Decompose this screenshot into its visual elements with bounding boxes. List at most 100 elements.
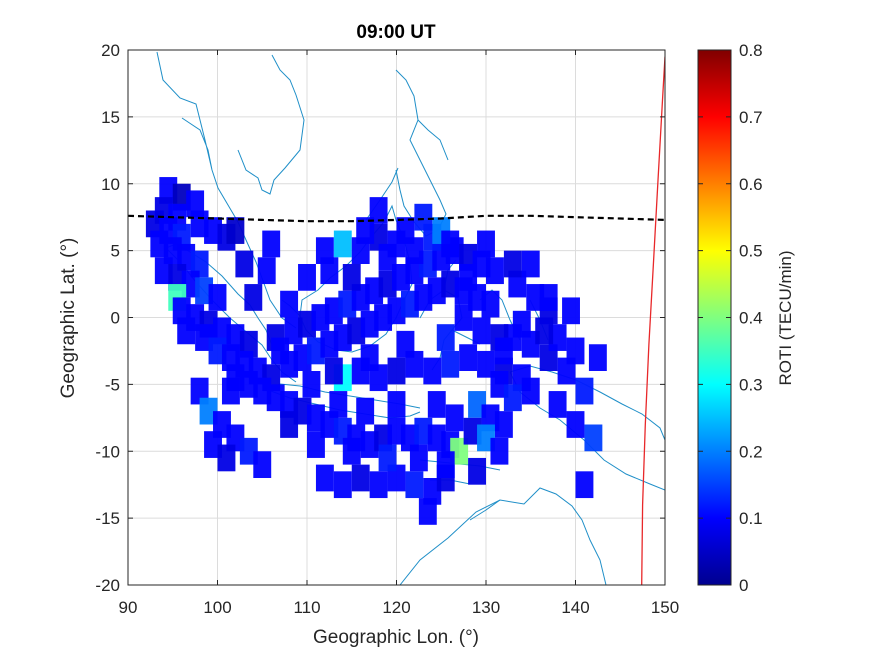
x-tick-label: 110 <box>293 598 320 617</box>
roti-patch <box>535 317 554 345</box>
roti-patch <box>257 257 276 285</box>
y-tick-label: -15 <box>95 509 120 528</box>
roti-patch <box>221 377 240 405</box>
x-tick-label: 120 <box>382 598 410 617</box>
roti-patch <box>244 284 263 311</box>
roti-patch <box>521 377 540 405</box>
roti-patch <box>588 344 607 371</box>
roti-patch <box>486 257 504 285</box>
roti-patch <box>342 264 361 291</box>
roti-patch <box>280 290 299 318</box>
roti-patch <box>333 471 352 499</box>
x-tick-label: 100 <box>203 598 231 617</box>
roti-patch <box>445 404 464 432</box>
colorbar-tick-label: 0.4 <box>739 309 763 328</box>
roti-patch <box>217 444 236 472</box>
colorbar-tick-label: 0 <box>739 576 748 595</box>
roti-patch <box>298 264 316 291</box>
roti-patch <box>387 391 406 418</box>
y-tick-label: 5 <box>111 242 120 261</box>
roti-patch <box>195 277 214 305</box>
colorbar-label: ROTI (TECU/min) <box>776 250 795 385</box>
roti-patch <box>351 464 370 492</box>
coastline-gulf-thailand <box>237 54 305 195</box>
roti-patch <box>298 310 316 338</box>
roti-patch <box>459 264 478 291</box>
roti-patch <box>548 391 567 418</box>
roti-patch <box>320 330 339 358</box>
y-tick-label: 10 <box>101 175 120 194</box>
roti-patch <box>477 350 495 378</box>
roti-patch <box>195 324 214 351</box>
roti-patch <box>566 337 585 365</box>
roti-patch <box>562 297 580 325</box>
roti-patch <box>378 444 397 472</box>
roti-patch <box>342 437 361 465</box>
roti-patch <box>414 284 433 311</box>
roti-patch <box>190 210 209 238</box>
y-tick-label: -20 <box>95 576 120 595</box>
roti-patch <box>503 384 522 412</box>
x-tick-label: 130 <box>472 598 500 617</box>
colorbar-tick-label: 0.7 <box>739 108 763 127</box>
roti-patch <box>396 217 415 244</box>
roti-patches <box>145 177 607 525</box>
roti-patch <box>262 230 281 258</box>
roti-patch <box>512 310 531 338</box>
roti-patch <box>566 411 585 438</box>
y-ticks: 20 15 10 5 0 -5 -10 -15 -20 <box>95 41 665 595</box>
roti-patch <box>436 324 455 351</box>
roti-patch <box>477 230 495 258</box>
colorbar-tick-label: 0.2 <box>739 442 763 461</box>
roti-patch <box>324 297 343 325</box>
x-tick-label: 150 <box>651 598 679 617</box>
roti-patch <box>575 377 594 405</box>
roti-patch <box>494 411 513 438</box>
roti-patch <box>418 498 437 525</box>
y-tick-label: -10 <box>95 442 120 461</box>
roti-patch <box>280 411 299 438</box>
roti-patch <box>477 424 495 452</box>
roti-patch <box>271 337 290 365</box>
roti-patch <box>329 391 348 418</box>
roti-patch <box>396 330 415 358</box>
roti-patch <box>239 437 258 465</box>
x-tick-label: 90 <box>119 598 138 617</box>
coastline-australia <box>399 487 607 585</box>
x-ticks: 90 100 110 120 130 140 150 <box>119 50 679 617</box>
roti-patch <box>320 257 339 285</box>
roti-patch <box>307 431 325 458</box>
roti-patch <box>490 437 509 465</box>
roti-patch <box>365 277 384 305</box>
roti-patch <box>575 471 594 499</box>
y-tick-label: 15 <box>101 108 120 127</box>
coastline-philippines <box>395 69 449 237</box>
x-axis-label: Geographic Lon. (°) <box>313 627 479 648</box>
roti-patch <box>409 444 428 472</box>
roti-patch <box>253 451 272 478</box>
coastline-indochina <box>156 51 263 279</box>
roti-patch <box>356 217 375 244</box>
roti-patch <box>521 250 540 278</box>
roti-patch <box>177 317 196 345</box>
roti-patch <box>494 337 513 365</box>
roti-patch <box>356 397 375 425</box>
roti-patch <box>441 230 460 258</box>
chart-title: 09:00 UT <box>356 22 436 43</box>
y-axis-label: Geographic Lat. (°) <box>58 238 79 399</box>
roti-patch <box>387 417 406 445</box>
colorbar-tick-label: 0.1 <box>739 509 763 528</box>
roti-patch <box>387 297 406 325</box>
roti-patch <box>468 457 486 485</box>
roti-patch <box>436 451 455 478</box>
roti-patch <box>405 471 424 499</box>
roti-patch <box>226 217 245 244</box>
y-tick-label: -5 <box>105 375 120 394</box>
roti-patch <box>459 344 478 371</box>
colorbar-tick-label: 0.3 <box>739 375 763 394</box>
roti-patch <box>324 357 343 385</box>
roti-patch <box>387 357 406 385</box>
roti-patch <box>150 230 169 258</box>
colorbar-tick-label: 0.8 <box>739 41 763 60</box>
roti-patch <box>315 464 334 492</box>
